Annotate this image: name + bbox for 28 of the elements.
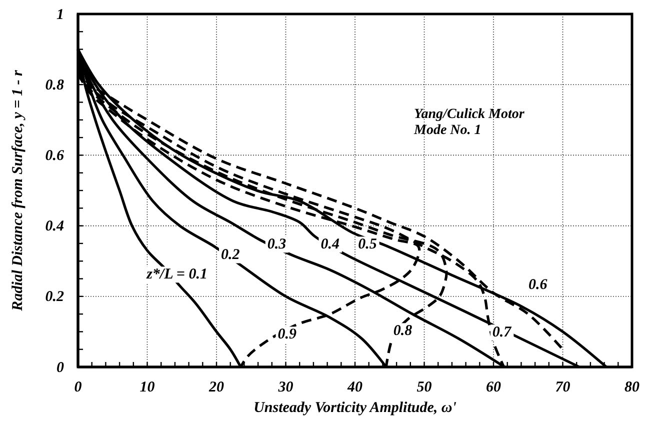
y-tick-label: 0.4 bbox=[45, 218, 64, 235]
y-tick-label: 0.8 bbox=[45, 77, 64, 94]
annotation: z*/L = 0.1 bbox=[146, 266, 208, 283]
x-tick-label: 20 bbox=[208, 380, 224, 396]
x-tick-label: 40 bbox=[346, 380, 363, 396]
annotation: 0.6 bbox=[528, 277, 548, 294]
annotation: 0.8 bbox=[393, 323, 413, 340]
x-tick-label: 80 bbox=[624, 380, 640, 396]
y-axis-title: Radial Distance from Surface, y = 1 - r bbox=[10, 70, 26, 312]
x-axis-title: Unsteady Vorticity Amplitude, ω' bbox=[254, 400, 456, 416]
annotation: Yang/Culick Motor bbox=[414, 107, 525, 122]
annotation: Mode No. 1 bbox=[413, 123, 482, 138]
y-tick-label: 0.2 bbox=[45, 289, 64, 306]
x-tick-label: 30 bbox=[277, 380, 294, 396]
x-tick-label: 60 bbox=[486, 380, 502, 396]
x-tick-label: 10 bbox=[140, 380, 156, 396]
annotation: 0.7 bbox=[492, 324, 512, 341]
y-tick-label: 1 bbox=[56, 6, 64, 23]
y-tick-label: 0 bbox=[56, 360, 64, 376]
x-tick-label: 70 bbox=[555, 380, 571, 396]
annotation: 0.4 bbox=[320, 236, 340, 253]
x-tick-label: 50 bbox=[416, 380, 432, 396]
annotation: 0.9 bbox=[278, 326, 298, 343]
annotation: 0.3 bbox=[267, 236, 287, 253]
annotation: 0.5 bbox=[358, 236, 378, 253]
y-tick-label: 0.6 bbox=[45, 148, 64, 164]
x-tick-label: 0 bbox=[74, 380, 82, 396]
annotation: 0.2 bbox=[220, 247, 240, 264]
